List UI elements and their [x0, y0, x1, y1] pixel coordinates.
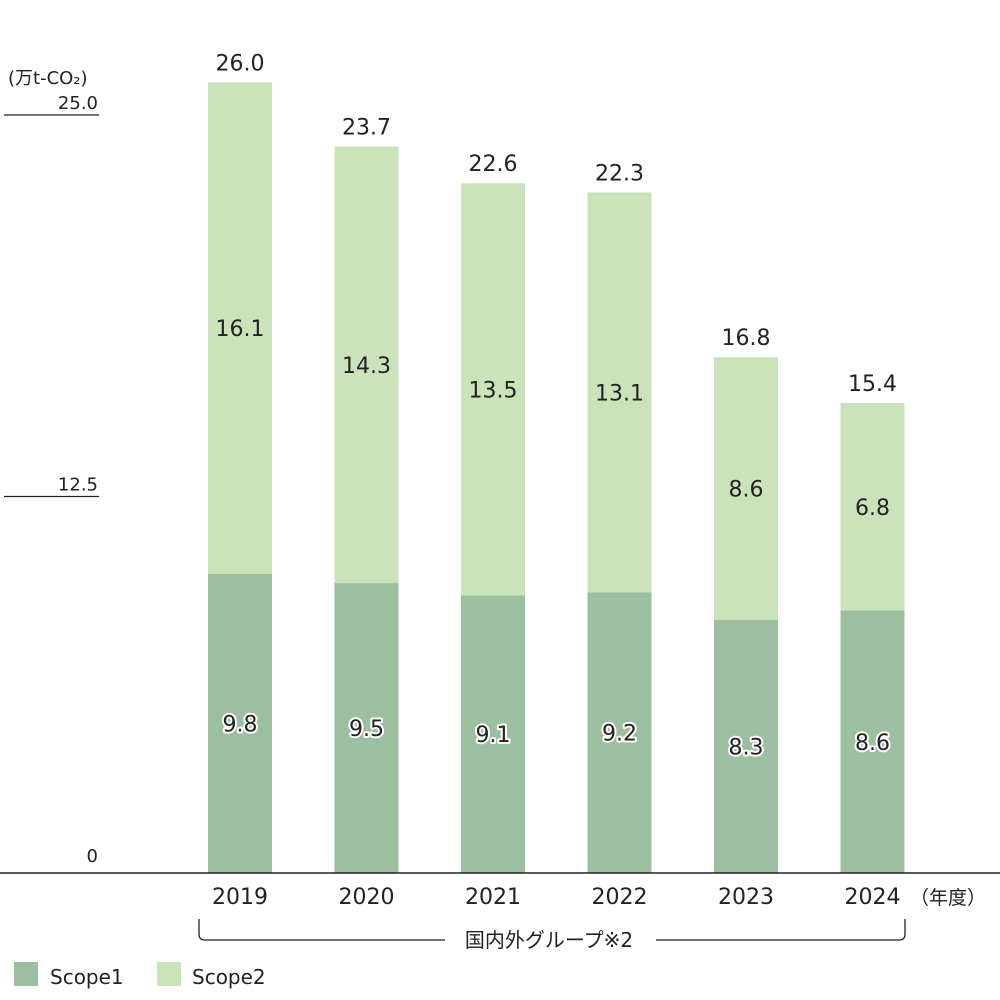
bar-scope2-2023 [714, 357, 778, 620]
x-tick-label-2023: 2023 [718, 885, 774, 910]
label-scope2-2019: 16.1 [216, 317, 265, 342]
bar-scope1-2021 [461, 595, 525, 873]
label-total-2022: 22.3 [595, 161, 644, 186]
bar-scope2-2019 [208, 82, 272, 574]
label-total-2019: 26.0 [216, 52, 265, 77]
label-total-2023: 16.8 [722, 326, 771, 351]
y-axis: 0 12.5 25.0 [4, 93, 99, 867]
label-total-2024: 15.4 [848, 372, 897, 397]
bar-scope1-2022 [587, 592, 652, 873]
bar-scope2-2021 [461, 183, 525, 596]
x-tick-label-2021: 2021 [465, 885, 521, 910]
label-scope1-2024: 8.6 [855, 731, 890, 756]
y-tick-label-25: 25.0 [58, 93, 98, 114]
legend-label-scope1: Scope1 [50, 965, 124, 989]
x-unit-label: （年度） [910, 887, 986, 909]
legend: Scope1 Scope2 [14, 962, 266, 989]
x-tick-label-2019: 2019 [212, 885, 268, 910]
label-scope1-2019: 9.8 [223, 712, 258, 737]
label-scope2-2024: 6.8 [855, 496, 890, 521]
label-scope2-2022: 13.1 [595, 381, 644, 406]
label-scope2-2020: 14.3 [342, 354, 391, 379]
x-tick-label-2020: 2020 [339, 885, 395, 910]
label-total-2021: 22.6 [469, 152, 518, 177]
label-scope1-2022: 9.2 [602, 722, 637, 747]
legend-swatch-scope1 [14, 962, 38, 986]
bar-scope2-2022 [587, 192, 652, 593]
x-tick-label-2024: 2024 [845, 885, 901, 910]
y-tick-label-0: 0 [87, 846, 98, 867]
label-scope1-2021: 9.1 [476, 723, 511, 748]
bar-scope1-2019 [208, 573, 272, 873]
bar-area: 9.8 16.1 26.0 9.5 14.3 23.7 9.1 13.5 22.6 9.2 13.1… [208, 52, 905, 873]
bar-scope2-2020 [334, 146, 399, 584]
legend-swatch-scope2 [157, 962, 181, 986]
label-scope1-2020: 9.5 [349, 717, 384, 742]
x-axis: 2019 2020 2021 2022 2023 2024 [212, 885, 901, 910]
label-scope2-2021: 13.5 [469, 378, 518, 403]
label-scope2-2023: 8.6 [729, 477, 764, 502]
bar-scope1-2024 [840, 610, 905, 873]
x-tick-label-2022: 2022 [592, 885, 648, 910]
bar-scope2-2024 [840, 402, 905, 611]
bar-scope1-2020 [334, 583, 399, 873]
y-tick-label-12-5: 12.5 [58, 475, 98, 496]
label-total-2020: 23.7 [342, 116, 391, 141]
label-scope1-2023: 8.3 [729, 735, 764, 760]
legend-label-scope2: Scope2 [192, 965, 266, 989]
group-label: 国内外グループ※2 [465, 928, 633, 952]
bar-scope1-2023 [714, 619, 778, 873]
y-unit-label: (万t-CO₂) [8, 68, 88, 89]
group-bracket [198, 919, 906, 941]
